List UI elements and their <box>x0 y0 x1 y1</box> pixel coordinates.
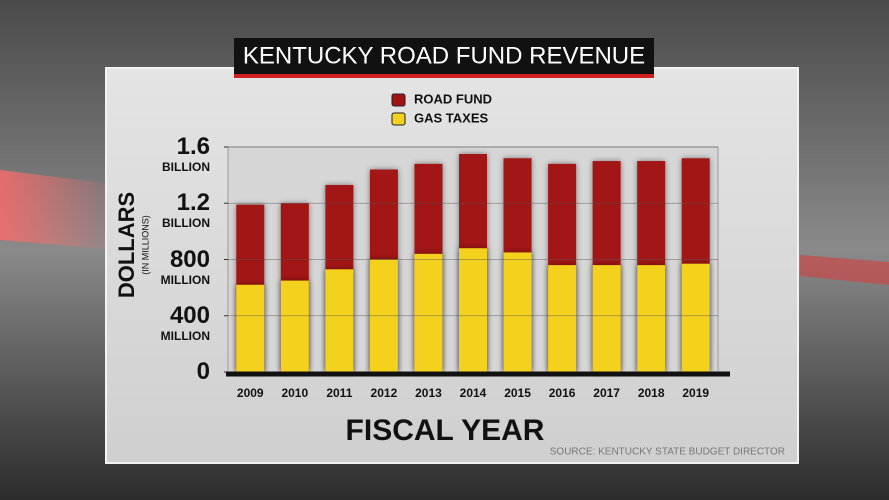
x-tick-label: 2017 <box>593 386 620 400</box>
bar <box>280 280 309 372</box>
y-tick-label: 0 <box>196 359 210 385</box>
y-tick-label-box: 0 <box>196 359 210 385</box>
y-tick-label: 1.2 BILLION <box>162 190 210 231</box>
y-tick-label: 800 MILLION <box>160 246 210 287</box>
x-tick-label: 2015 <box>504 386 531 400</box>
bar <box>681 263 710 372</box>
legend-label: GAS TAXES <box>414 110 488 125</box>
legend-swatch <box>391 112 406 126</box>
y-tick-label-box: 1.2 BILLION <box>162 190 210 231</box>
y-tick-label-box: 800 MILLION <box>160 246 210 287</box>
source-note: SOURCE: KENTUCKY STATE BUDGET DIRECTOR <box>550 447 785 458</box>
title-box <box>234 38 654 76</box>
bar <box>503 252 532 372</box>
x-tick-label: 2019 <box>682 386 709 400</box>
y-axis-sublabel: (IN MILLIONS) <box>140 215 150 275</box>
y-axis-label: DOLLARS <box>114 192 139 298</box>
x-tick-label: 2018 <box>638 386 665 400</box>
title-stripe <box>234 74 654 78</box>
x-tick-label: 2009 <box>237 386 264 400</box>
bar <box>592 265 621 372</box>
legend-label: ROAD FUND <box>414 91 492 106</box>
x-axis-label: FISCAL YEAR <box>346 414 545 447</box>
y-tick-label-box: 1.6 BILLION <box>162 134 210 174</box>
background-streak <box>0 170 120 250</box>
y-tick-label: 1.6 BILLION <box>162 134 210 174</box>
bar <box>236 284 265 372</box>
bar <box>414 253 443 372</box>
bar <box>637 265 666 372</box>
plot <box>236 154 710 372</box>
y-tick-label-box: 400 MILLION <box>160 302 210 343</box>
x-tick-label: 2011 <box>326 386 352 400</box>
x-tick-label: 2014 <box>460 386 487 400</box>
bar <box>325 269 354 372</box>
bar <box>548 265 577 372</box>
x-tick-label: 2013 <box>415 386 442 400</box>
y-tick-label: 400 MILLION <box>160 302 210 343</box>
chart-title: KENTUCKY ROAD FUND REVENUE <box>243 42 645 69</box>
bar <box>459 248 487 372</box>
x-tick-label: 2016 <box>549 386 576 400</box>
x-tick-label: 2012 <box>371 386 398 400</box>
background-streak <box>800 255 889 285</box>
x-tick-label: 2010 <box>281 386 308 400</box>
legend-swatch <box>391 93 406 107</box>
